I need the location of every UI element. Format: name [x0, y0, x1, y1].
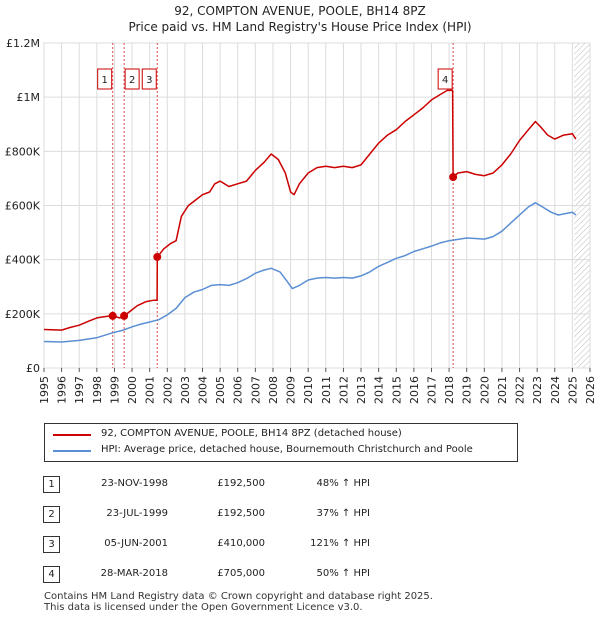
y-tick-label: £800K [5, 145, 41, 158]
row-date: 23-JUL-1999 [106, 508, 168, 519]
chart-subtitle: Price paid vs. HM Land Registry's House … [128, 20, 472, 34]
x-tick-label: 2002 [161, 376, 174, 404]
price-chart: £0 £200K £400K £600K £800K £1M £1.2M 1995 1996 19… [5, 37, 597, 404]
x-tick-label: 1997 [73, 376, 86, 404]
y-tick-label: £400K [5, 254, 41, 267]
table-row: 3 05-JUN-2001 £410,000 121% ↑ HPI [0, 534, 600, 556]
x-tick-label: 2019 [461, 376, 474, 404]
x-tick-label: 2015 [390, 376, 403, 404]
row-date: 05-JUN-2001 [104, 538, 168, 549]
y-tick-label: £200K [5, 308, 41, 321]
row-hpi: 50% ↑ HPI [316, 568, 370, 579]
x-tick-label: 2016 [408, 376, 421, 404]
x-tick-label: 2025 [566, 376, 579, 404]
legend-swatch-property [53, 434, 91, 436]
sale-point [108, 311, 117, 320]
row-hpi: 48% ↑ HPI [316, 478, 370, 489]
row-hpi: 121% ↑ HPI [310, 538, 370, 549]
footer-copyright: Contains HM Land Registry data © Crown c… [44, 591, 433, 602]
row-date: 23-NOV-1998 [101, 478, 168, 489]
sale-marker-box [141, 68, 157, 90]
legend-swatch-hpi [53, 450, 91, 452]
x-tick-label: 2017 [425, 376, 438, 404]
footer-licence: This data is licensed under the Open Gov… [44, 602, 363, 613]
sale-marker-box [97, 68, 113, 90]
legend: 92, COMPTON AVENUE, POOLE, BH14 8PZ (det… [44, 423, 518, 462]
x-tick-label: 2020 [478, 376, 491, 404]
x-tick-label: 2024 [549, 376, 562, 404]
table-row: 1 23-NOV-1998 £192,500 48% ↑ HPI [0, 474, 600, 496]
sale-point [120, 311, 129, 320]
row-date: 28-MAR-2018 [100, 568, 168, 579]
y-tick-label: £1M [17, 91, 41, 104]
row-price: £192,500 [217, 508, 265, 519]
x-tick-label: 2007 [249, 376, 262, 404]
series-line-hpi [43, 202, 577, 343]
sale-point [449, 173, 458, 182]
sale-marker-box [124, 68, 140, 90]
row-number: 4 [43, 566, 60, 583]
sale-marker-label: 2 [129, 75, 135, 86]
x-tick-label: 2010 [302, 376, 315, 404]
y-tick-label: £1.2M [6, 37, 40, 50]
x-tick-label: 2003 [179, 376, 192, 404]
x-tick-label: 2009 [285, 376, 298, 404]
x-tick-label: 1999 [108, 376, 121, 404]
x-tick-label: 2001 [144, 376, 157, 404]
transactions-table: 1 23-NOV-1998 £192,500 48% ↑ HPI 2 23-JU… [0, 470, 600, 590]
row-number: 1 [43, 476, 60, 493]
row-hpi: 37% ↑ HPI [316, 508, 370, 519]
x-tick-label: 2008 [267, 376, 280, 404]
x-tick-label: 1998 [91, 376, 104, 404]
x-tick-label: 1996 [56, 376, 69, 404]
x-tick-label: 1995 [38, 376, 51, 404]
row-price: £192,500 [217, 478, 265, 489]
row-number: 2 [43, 506, 60, 523]
x-tick-label: 2004 [197, 376, 210, 404]
y-tick-label: £600K [5, 200, 41, 213]
x-tick-label: 2026 [584, 376, 597, 404]
x-tick-label: 2005 [214, 376, 227, 404]
row-number: 3 [43, 536, 60, 553]
y-tick-label: £0 [26, 362, 40, 375]
footer: Contains HM Land Registry data © Crown c… [44, 591, 433, 613]
table-row: 4 28-MAR-2018 £705,000 50% ↑ HPI [0, 564, 600, 586]
sale-marker-label: 3 [146, 75, 152, 86]
x-tick-label: 2023 [531, 376, 544, 404]
x-tick-label: 2012 [337, 376, 350, 404]
row-price: £410,000 [217, 538, 265, 549]
sale-point [153, 252, 162, 261]
legend-label-hpi: HPI: Average price, detached house, Bour… [101, 444, 473, 455]
series-line-property [43, 89, 577, 331]
table-row: 2 23-JUL-1999 £192,500 37% ↑ HPI [0, 504, 600, 526]
x-tick-label: 2013 [355, 376, 368, 404]
x-tick-label: 2018 [443, 376, 456, 404]
sale-marker-label: 4 [442, 75, 448, 86]
chart-title: 92, COMPTON AVENUE, POOLE, BH14 8PZ [174, 4, 426, 18]
x-tick-label: 2006 [232, 376, 245, 404]
x-tick-label: 2014 [373, 376, 386, 404]
sale-marker-label: 1 [102, 75, 108, 86]
x-tick-label: 2000 [126, 376, 139, 404]
sale-marker-box [437, 68, 453, 90]
x-tick-label: 2022 [514, 376, 527, 404]
x-tick-label: 2021 [496, 376, 509, 404]
legend-label-property: 92, COMPTON AVENUE, POOLE, BH14 8PZ (det… [101, 428, 402, 439]
x-tick-label: 2011 [320, 376, 333, 404]
row-price: £705,000 [217, 568, 265, 579]
